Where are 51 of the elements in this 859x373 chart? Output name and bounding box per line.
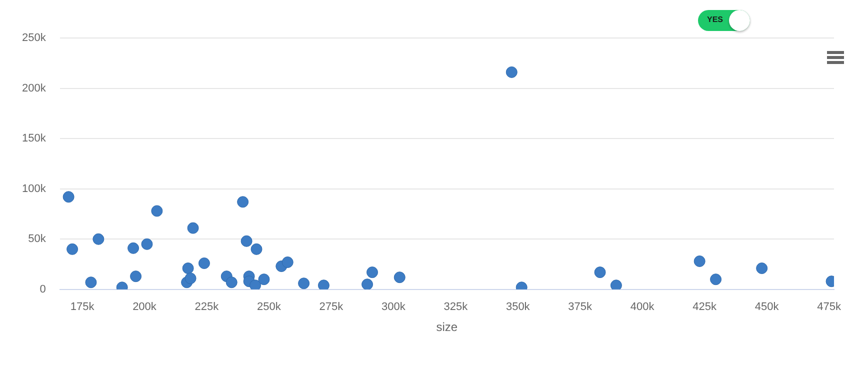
- y-tick-label: 100k: [22, 182, 46, 195]
- point: [85, 276, 97, 288]
- x-tick-label: 350k: [506, 301, 530, 314]
- x-tick-label: 250k: [257, 301, 282, 314]
- point: [298, 278, 310, 290]
- point: [128, 242, 140, 254]
- y-tick-label: 50k: [28, 233, 46, 246]
- point: [141, 238, 153, 250]
- point: [506, 66, 518, 78]
- point: [250, 243, 262, 255]
- y-tick-label: 150k: [22, 132, 46, 145]
- point: [258, 274, 270, 286]
- point: [594, 266, 606, 278]
- point: [756, 262, 768, 274]
- point: [394, 272, 406, 284]
- point: [92, 233, 104, 245]
- x-tick-label: 300k: [381, 301, 406, 314]
- point: [187, 222, 199, 234]
- y-tick-label: 250k: [22, 32, 46, 44]
- point: [182, 262, 194, 274]
- x-tick-label: 225k: [194, 301, 220, 314]
- x-tick-label: 400k: [630, 301, 655, 314]
- point: [694, 255, 706, 267]
- point: [362, 278, 374, 290]
- point: [240, 235, 252, 247]
- x-tick-label: 375k: [568, 301, 593, 314]
- point: [282, 256, 294, 268]
- x-tick-label: 425k: [692, 301, 717, 314]
- y-tick-label: 200k: [22, 82, 46, 94]
- point: [62, 191, 74, 203]
- point: [151, 205, 163, 217]
- point: [237, 196, 249, 208]
- point: [318, 280, 330, 290]
- point: [250, 280, 262, 290]
- point: [184, 272, 196, 284]
- x-tick-label: 325k: [444, 301, 468, 314]
- point: [226, 276, 238, 288]
- x-tick-label: 475k: [817, 301, 842, 314]
- point: [610, 280, 622, 290]
- x-tick-label: 200k: [132, 301, 157, 314]
- point: [66, 243, 78, 255]
- x-tick-label: 450k: [754, 301, 780, 314]
- y-tick-label: 0: [40, 283, 46, 296]
- x-tick-label: 275k: [319, 301, 344, 314]
- point: [198, 258, 210, 270]
- x-axis-title: size: [436, 320, 458, 334]
- x-tick-label: 175k: [70, 301, 95, 314]
- toggle-switch: YES: [698, 10, 750, 31]
- point: [710, 274, 722, 286]
- point: [130, 270, 142, 282]
- point: [366, 266, 378, 278]
